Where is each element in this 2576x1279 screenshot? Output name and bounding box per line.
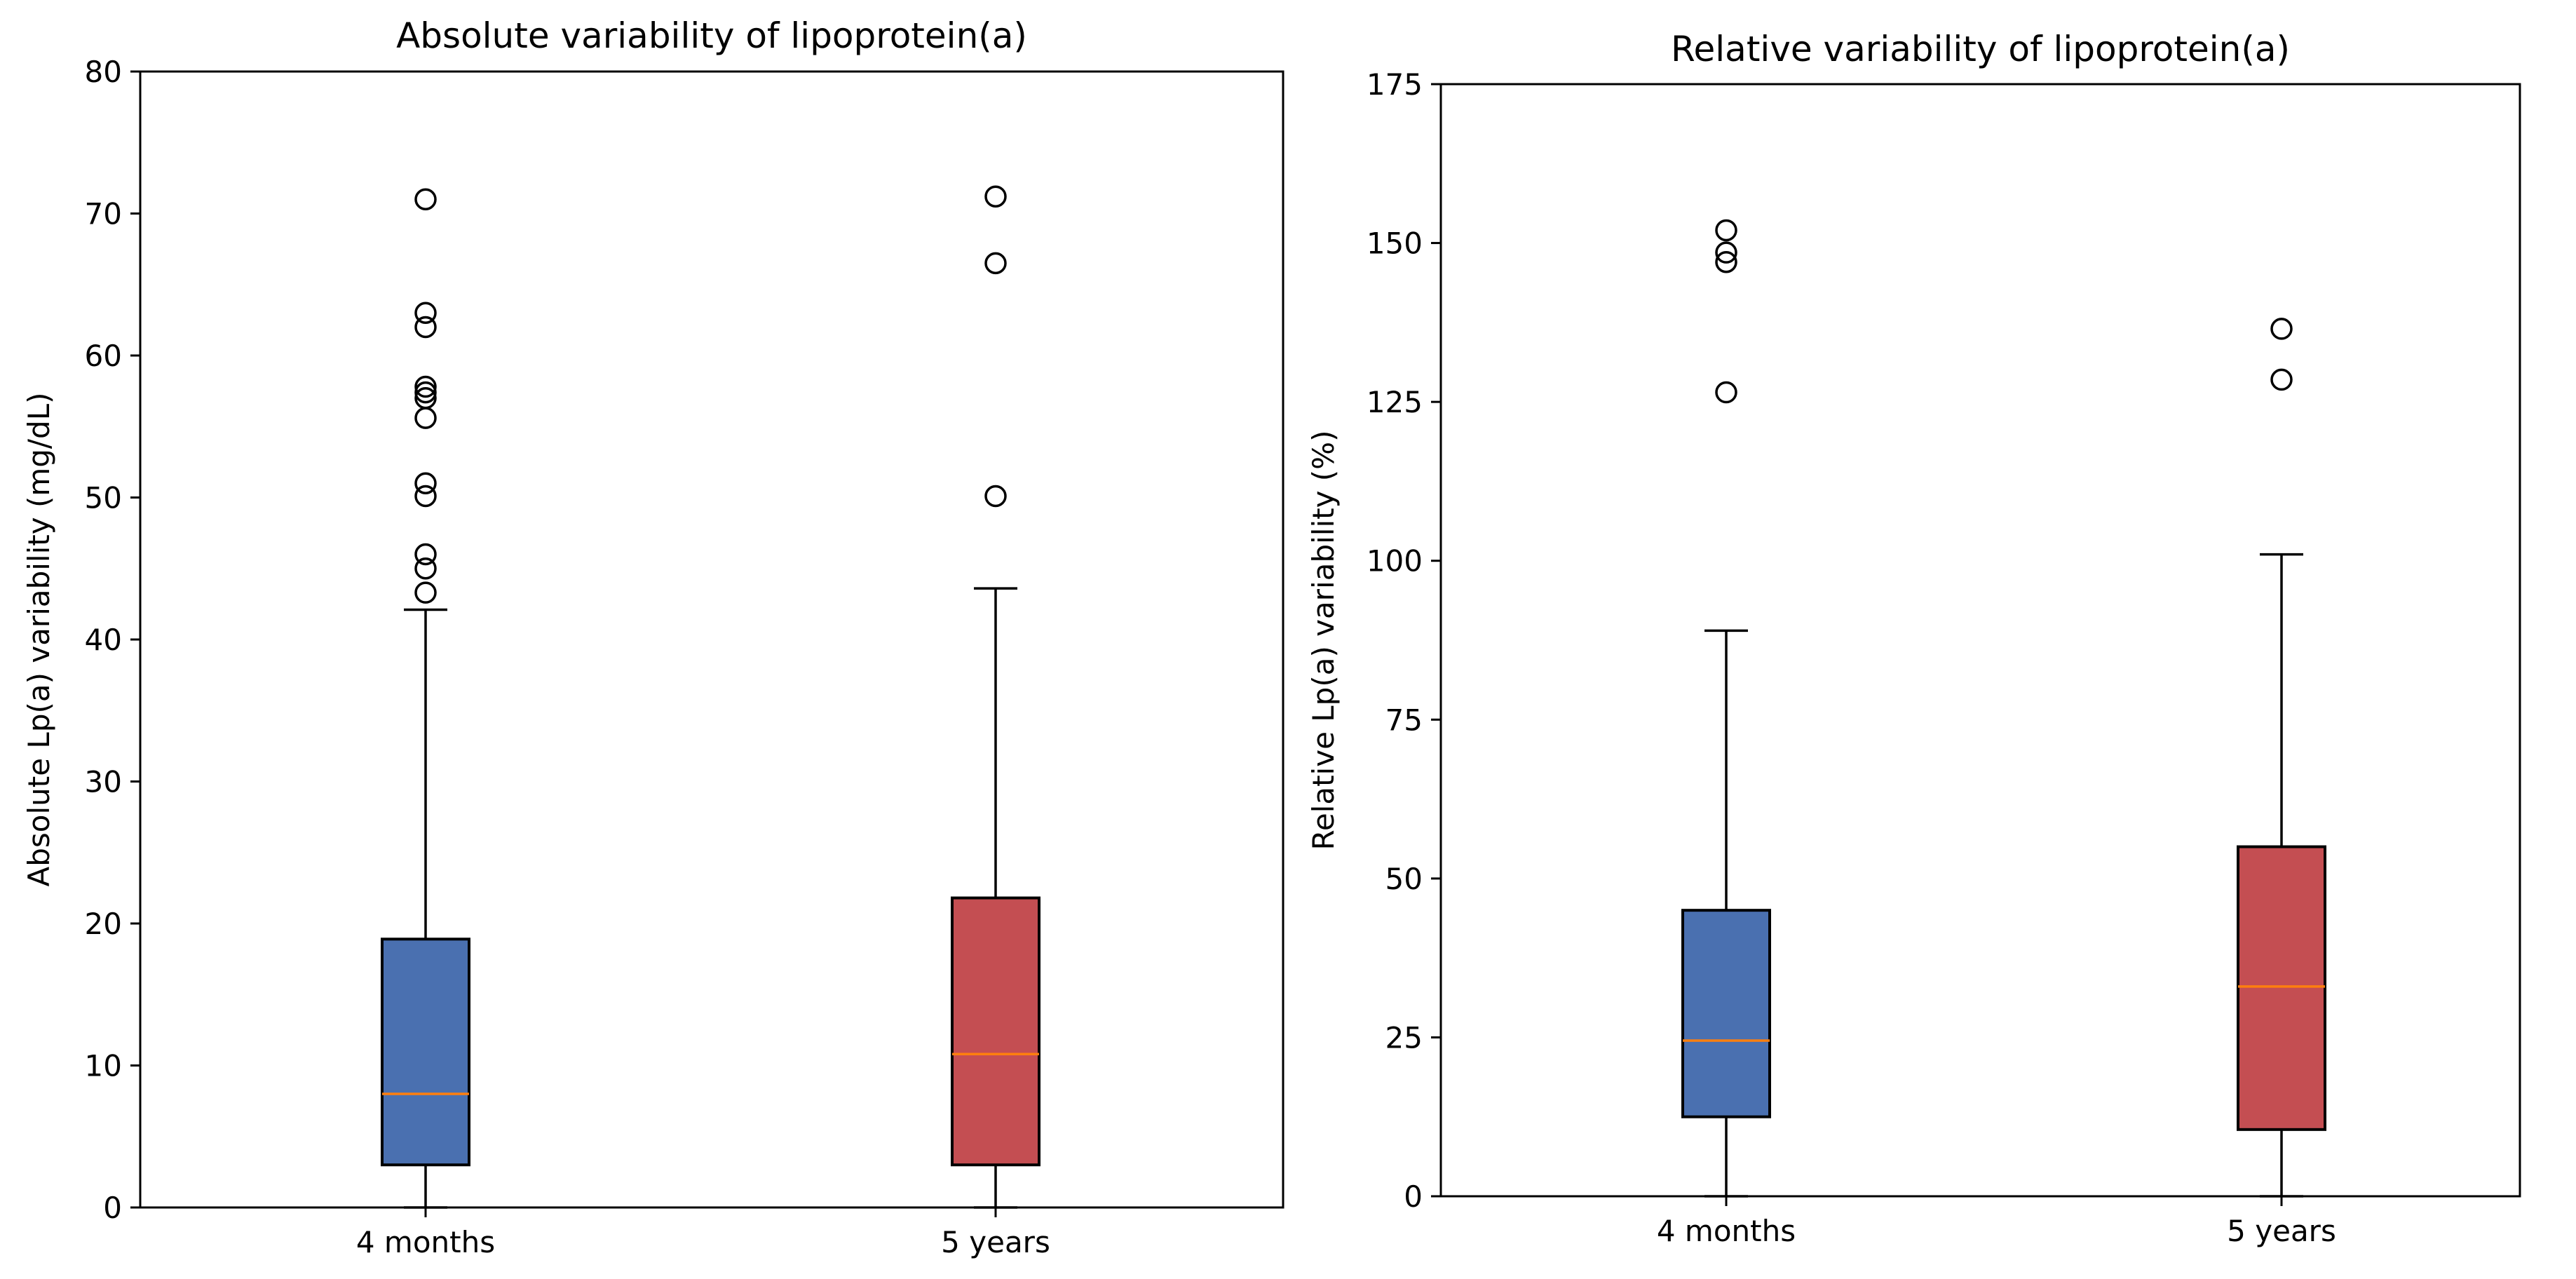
outlier-point [414,188,437,210]
outlier-point [984,252,1007,275]
chart-title: Relative variability of lipoprotein(a) [1671,29,2290,69]
outlier-point [414,381,437,404]
y-tick-label: 20 [85,907,122,941]
outlier-point [1715,219,1737,242]
outlier-point [414,581,437,604]
outlier-point [2270,318,2293,340]
outlier-point [414,543,437,566]
box-4-months [1681,909,1771,1118]
y-tick-label: 100 [1367,544,1423,578]
y-tick-label: 25 [1385,1020,1423,1055]
relative-variability-panel: Relative variability of lipoprotein(a) Re… [1306,29,2521,1248]
y-tick-label: 30 [85,765,122,799]
y-tick-label: 50 [1385,862,1423,896]
chart-title: Absolute variability of lipoprotein(a) [396,15,1027,56]
outlier-point [414,472,437,494]
plot-frame [1439,83,2521,1198]
outlier-point [414,316,437,339]
box-4-months [381,938,470,1167]
box-5-years [951,896,1040,1167]
x-tick-label: 5 years [941,1225,1050,1259]
outlier-point [414,557,437,580]
y-tick-label: 0 [1404,1179,1423,1214]
y-tick-label: 0 [103,1191,122,1225]
outlier-point [1715,251,1737,273]
y-tick-label: 150 [1367,226,1423,261]
absolute-variability-panel: Absolute variability of lipoprotein(a) Ab… [22,15,1284,1259]
outlier-point [1715,241,1737,264]
outlier-point [2270,368,2293,391]
y-axis-label: Absolute Lp(a) variability (mg/dL) [22,393,56,887]
outlier-point [1715,381,1737,404]
outlier-point [414,387,437,410]
y-tick-label: 70 [85,197,122,231]
outlier-point [414,375,437,398]
outlier-point [984,485,1007,508]
y-tick-label: 175 [1367,67,1423,102]
y-tick-label: 50 [85,481,122,515]
y-tick-label: 40 [85,623,122,657]
y-tick-label: 80 [85,55,122,89]
y-tick-label: 125 [1367,385,1423,419]
y-tick-label: 10 [85,1049,122,1083]
x-tick-label: 4 months [1657,1214,1796,1248]
outlier-point [414,302,437,324]
y-axis-label: Relative Lp(a) variability (%) [1306,431,1341,851]
outlier-point [414,407,437,429]
outlier-point [414,485,437,508]
box-5-years [2237,845,2326,1131]
x-tick-label: 4 months [356,1225,495,1259]
y-tick-label: 60 [85,339,122,373]
x-tick-label: 5 years [2227,1214,2336,1248]
outlier-point [984,185,1007,208]
y-tick-label: 75 [1385,703,1423,737]
plot-frame [139,70,1284,1209]
